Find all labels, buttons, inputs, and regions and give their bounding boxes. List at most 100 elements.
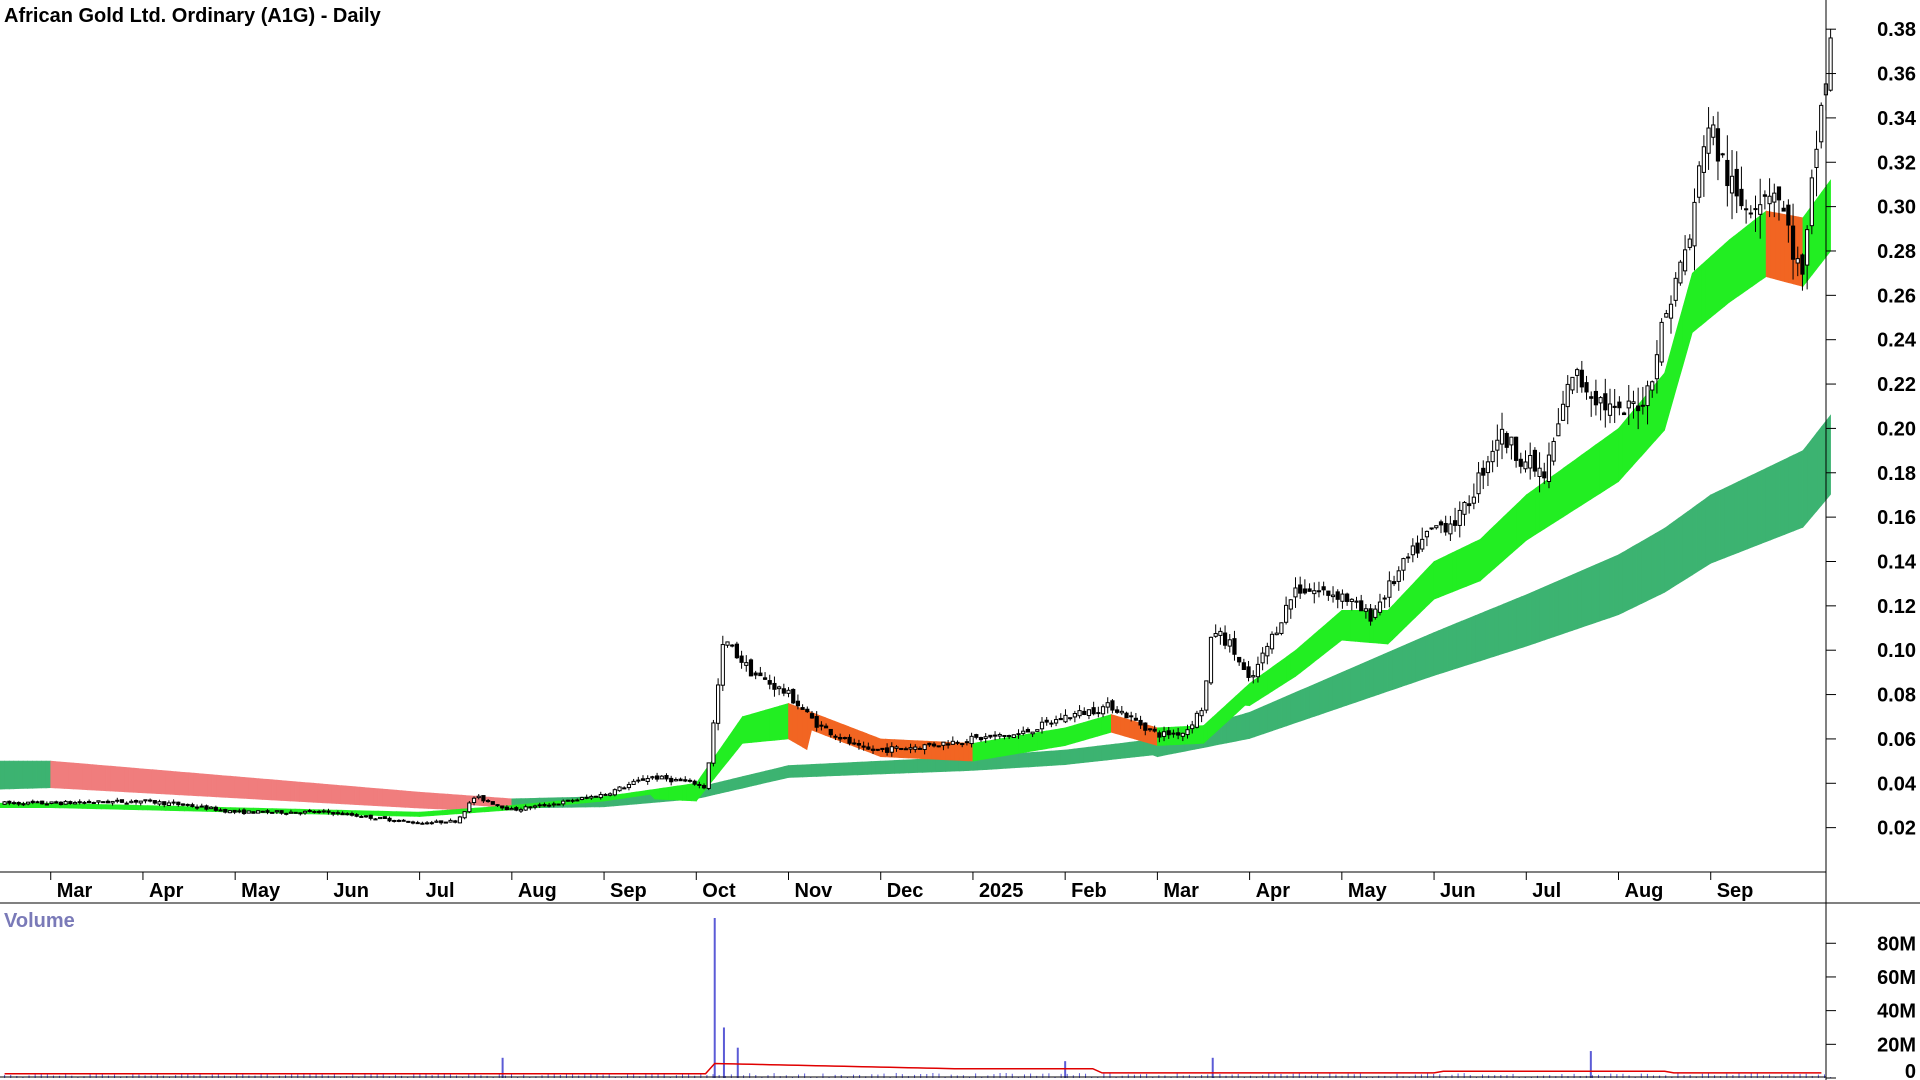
candle-body: [1729, 175, 1735, 194]
candle-body: [171, 801, 176, 804]
candle-body: [805, 708, 810, 713]
short-ribbon-segment: [1558, 467, 1564, 521]
long-ribbon-segment: [1825, 414, 1831, 501]
long-ribbon-segment: [1028, 751, 1034, 768]
volume-tick-label: 60M: [1877, 967, 1916, 989]
candle-body: [1485, 461, 1491, 474]
long-ribbon-segment: [386, 789, 393, 807]
candle-body: [1565, 383, 1570, 408]
short-ribbon-segment: [1581, 451, 1587, 506]
candle-body: [1790, 225, 1796, 260]
candle-body: [1448, 523, 1453, 535]
short-ribbon-segment: [382, 810, 388, 817]
candle-body: [823, 725, 829, 729]
long-ribbon-segment: [1793, 452, 1799, 532]
long-ribbon-segment: [1489, 607, 1495, 659]
candle-body: [439, 820, 444, 824]
short-ribbon-segment: [1304, 637, 1310, 670]
long-ribbon-segment: [91, 764, 98, 791]
short-ribbon-segment: [1004, 736, 1011, 757]
long-ribbon-segment: [373, 787, 379, 807]
long-ribbon-segment: [1632, 543, 1638, 609]
candle-body: [387, 817, 392, 822]
long-ribbon-segment: [350, 785, 356, 805]
long-ribbon-segment: [769, 768, 776, 783]
candle-body: [612, 789, 617, 796]
short-ribbon-segment: [156, 805, 162, 811]
candle-body: [964, 741, 969, 744]
candle-body: [997, 734, 1002, 737]
candle-body: [1049, 722, 1054, 725]
candle-body: [1096, 712, 1101, 715]
long-ribbon-segment: [815, 763, 822, 777]
candle-body: [1753, 208, 1758, 211]
long-ribbon-segment: [825, 763, 831, 777]
long-ribbon-segment: [1502, 601, 1509, 654]
long-ribbon-segment: [806, 764, 812, 778]
long-ribbon-segment: [230, 775, 236, 799]
y-tick-label: 0.24: [1877, 330, 1917, 352]
short-ribbon-segment: [640, 790, 646, 797]
short-ribbon-segment: [1018, 734, 1025, 754]
volume-tick-label: 40M: [1877, 1001, 1916, 1023]
long-ribbon-segment: [723, 779, 729, 793]
candle-body: [1326, 590, 1331, 596]
candle-body: [1194, 712, 1200, 728]
short-ribbon-segment: [1599, 437, 1605, 494]
short-ribbon-segment: [622, 792, 628, 799]
candle-body: [298, 812, 303, 815]
long-ribbon-segment: [1788, 454, 1794, 534]
long-ribbon-segment: [1719, 487, 1725, 561]
candle-body: [556, 803, 561, 806]
short-ribbon-segment: [718, 742, 725, 774]
short-ribbon-segment: [949, 741, 955, 761]
candle-body: [1495, 439, 1500, 451]
long-ribbon-segment: [1009, 753, 1015, 769]
candle-body: [528, 806, 533, 809]
long-ribbon-segment: [880, 760, 886, 775]
long-ribbon-segment: [1779, 459, 1785, 537]
candle-body: [1471, 496, 1476, 504]
short-ribbon-segment: [1493, 520, 1499, 570]
short-ribbon-segment: [1526, 491, 1532, 541]
candle-body: [720, 644, 725, 686]
long-ribbon-segment: [1678, 514, 1684, 585]
long-ribbon-segment: [1258, 705, 1264, 736]
short-ribbon-segment: [151, 805, 158, 811]
candle-body: [270, 811, 275, 814]
candle-body: [1546, 454, 1552, 482]
short-ribbon-segment: [184, 806, 190, 812]
short-ribbon-segment: [691, 782, 697, 802]
long-ribbon-segment: [331, 784, 337, 804]
candle-body: [213, 806, 218, 811]
candle-body: [77, 801, 82, 804]
candle-body: [936, 745, 941, 748]
x-tick-label: Jun: [1440, 880, 1476, 902]
long-ribbon-segment: [1641, 538, 1647, 604]
short-ribbon-segment: [1023, 733, 1029, 753]
short-ribbon-segment: [1318, 625, 1324, 659]
candle-body: [650, 776, 655, 779]
short-ribbon-segment: [723, 735, 729, 768]
long-ribbon-segment: [1747, 474, 1753, 550]
short-ribbon-segment: [1507, 507, 1513, 558]
candle-body: [809, 713, 815, 719]
candle-body: [1687, 238, 1692, 248]
long-ribbon-segment: [1650, 532, 1656, 600]
candle-body: [1401, 558, 1406, 571]
y-tick-label: 0.16: [1877, 507, 1916, 529]
y-tick-label: 0.10: [1877, 640, 1916, 662]
candle-body: [218, 809, 223, 812]
long-ribbon-segment: [368, 787, 374, 806]
candle-body: [1265, 645, 1270, 657]
candle-body: [1218, 630, 1223, 636]
long-ribbon-segment: [783, 765, 789, 779]
short-ribbon-segment: [405, 811, 411, 817]
candle-body: [1072, 712, 1077, 718]
candle-body: [1349, 598, 1354, 602]
short-ribbon-segment: [792, 704, 799, 745]
short-ribbon-segment: [1083, 720, 1089, 741]
long-ribbon-segment: [1507, 599, 1513, 653]
